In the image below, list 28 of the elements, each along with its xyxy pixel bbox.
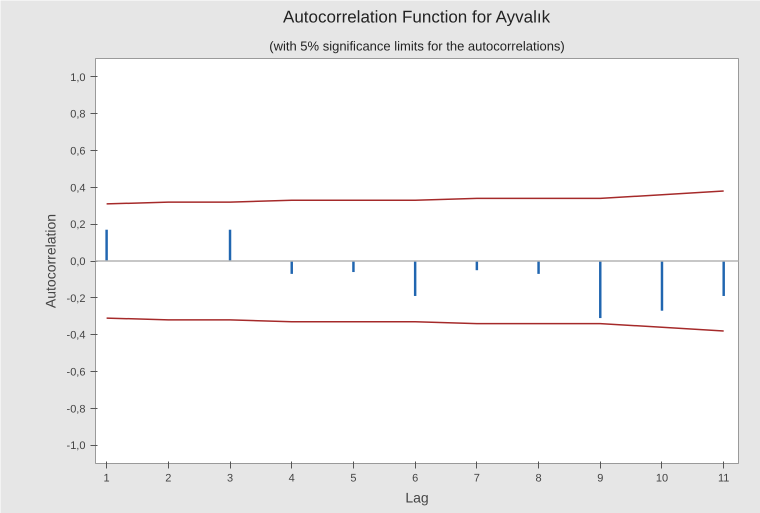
chart-title: Autocorrelation Function for Ayvalık bbox=[282, 8, 551, 26]
line-series bbox=[106, 190, 724, 205]
y-tick-label: 1,0 bbox=[70, 72, 86, 84]
x-tick-label: 5 bbox=[350, 472, 357, 484]
y-tick-label: -1,0 bbox=[66, 440, 86, 452]
x-tick-label: 3 bbox=[226, 472, 234, 484]
y-tick-label: 0,8 bbox=[70, 108, 86, 121]
y-tick-label: -0,6 bbox=[66, 366, 86, 378]
x-tick-label: 4 bbox=[288, 472, 295, 484]
chart-subtitle: (with 5% significance limits for the autocorrelations) bbox=[269, 38, 565, 54]
y-tick-label: -0,4 bbox=[66, 330, 86, 342]
x-axis-title: Lag bbox=[405, 490, 429, 506]
x-tick-label: 11 bbox=[718, 472, 730, 484]
x-tick-label: 8 bbox=[536, 472, 542, 484]
y-tick-label: 0,6 bbox=[70, 146, 86, 158]
y-tick-label: -0,8 bbox=[66, 403, 86, 416]
x-tick-label: 10 bbox=[656, 472, 668, 484]
x-tick-label: 9 bbox=[597, 472, 604, 484]
x-tick-label: 2 bbox=[165, 472, 172, 484]
x-tick-label: 6 bbox=[412, 472, 418, 484]
x-tick-label: 1 bbox=[104, 472, 110, 484]
y-tick-label: -0,2 bbox=[66, 292, 86, 305]
y-axis-title: Autocorrelation bbox=[42, 214, 59, 308]
y-tick-label: 0,4 bbox=[70, 182, 86, 194]
y-tick-label: 0,0 bbox=[70, 256, 86, 268]
line-series bbox=[106, 317, 724, 332]
x-tick-label: 7 bbox=[474, 472, 480, 484]
y-tick-label: 0,2 bbox=[70, 219, 86, 232]
